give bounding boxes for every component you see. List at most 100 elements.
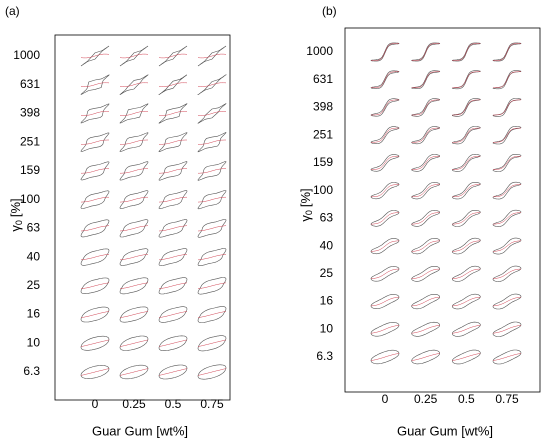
lissajous-loop <box>80 248 110 266</box>
elastic-stress-line <box>411 127 440 143</box>
elastic-stress-line <box>158 254 188 261</box>
elastic-stress-line <box>370 184 400 198</box>
panel-label: (b) <box>322 4 337 18</box>
elastic-stress-line <box>370 268 400 279</box>
lissajous-loop <box>492 209 522 227</box>
elastic-stress-line <box>119 254 149 261</box>
y-tick-label: 40 <box>320 238 334 252</box>
elastic-stress-line <box>452 212 481 225</box>
elastic-stress-line <box>452 325 481 334</box>
lissajous-loop <box>197 103 227 124</box>
elastic-stress-line <box>371 99 399 116</box>
lissajous-loop <box>158 132 188 152</box>
lissajous-loop <box>492 321 522 337</box>
elastic-stress-line <box>371 43 399 61</box>
elastic-stress-line <box>371 71 399 89</box>
elastic-stress-line <box>120 139 148 145</box>
elastic-stress-line <box>158 282 188 290</box>
elastic-stress-line <box>119 282 149 290</box>
lissajous-loop <box>158 74 188 95</box>
elastic-stress-line <box>492 296 522 307</box>
y-tick-label: 25 <box>320 266 334 280</box>
elastic-stress-line <box>197 311 227 318</box>
lissajous-loop <box>80 219 110 238</box>
elastic-stress-line <box>452 240 481 252</box>
elastic-stress-line <box>119 368 149 376</box>
y-tick-label: 10 <box>27 335 41 349</box>
lissajous-loop <box>119 132 149 152</box>
lissajous-loop <box>119 219 149 238</box>
lissajous-loop <box>158 190 188 209</box>
lissajous-loop <box>197 364 227 380</box>
elastic-stress-line <box>158 311 188 318</box>
lissajous-loop <box>119 335 149 351</box>
lissajous-loop <box>80 306 110 323</box>
y-tick-label: 100 <box>20 192 40 206</box>
y-subscript: 0 <box>14 220 24 225</box>
elastic-stress-line <box>411 268 440 279</box>
x-tick-label: 0.25 <box>122 397 146 411</box>
lissajous-loop <box>411 238 441 255</box>
elastic-stress-line <box>158 225 188 232</box>
y-unit: [%] <box>298 188 313 207</box>
lissajous-loop <box>197 248 227 266</box>
lissajous-loop <box>119 74 149 95</box>
x-tick-label: 0.5 <box>458 392 475 406</box>
lissajous-loop <box>119 277 149 295</box>
elastic-stress-line <box>371 127 400 143</box>
elastic-stress-line <box>80 225 110 232</box>
lissajous-loop <box>492 154 522 172</box>
y-tick-label: 16 <box>320 294 334 308</box>
elastic-stress-line <box>119 225 149 232</box>
x-axis-label: Guar Gum [wt%] <box>92 423 188 438</box>
x-tick-label: 0 <box>92 397 99 411</box>
panel-frame <box>54 34 231 401</box>
y-tick-label: 251 <box>313 127 333 141</box>
elastic-stress-line <box>159 139 187 145</box>
elastic-stress-line <box>120 168 148 174</box>
elastic-stress-line <box>371 212 400 225</box>
lissajous-loop <box>492 237 522 255</box>
elastic-stress-line <box>80 339 110 347</box>
elastic-stress-line <box>452 268 481 279</box>
lissajous-loop <box>158 161 188 181</box>
elastic-stress-line <box>492 353 522 361</box>
elastic-stress-line <box>411 325 440 334</box>
elastic-stress-line <box>80 111 110 116</box>
x-tick-label: 0.25 <box>414 392 438 406</box>
lissajous-loop <box>451 210 481 227</box>
lissajous-loop <box>119 190 149 209</box>
elastic-stress-line <box>80 368 110 376</box>
lissajous-loop <box>451 154 481 172</box>
y-tick-label: 159 <box>313 155 333 169</box>
elastic-stress-line <box>119 53 149 59</box>
lissajous-loop <box>451 265 481 282</box>
lissajous-loop <box>158 364 188 380</box>
elastic-stress-line <box>493 212 522 225</box>
lissajous-loop <box>451 349 481 365</box>
elastic-stress-line <box>80 282 110 290</box>
lissajous-loop <box>492 349 522 365</box>
lissajous-loop <box>492 181 522 200</box>
lissajous-loop <box>197 190 227 210</box>
y-tick-label: 398 <box>20 106 40 120</box>
elastic-stress-line <box>493 43 521 61</box>
elastic-stress-line <box>370 240 400 252</box>
elastic-stress-line <box>452 155 481 170</box>
lissajous-loop <box>197 45 227 67</box>
lissajous-loop <box>492 293 522 310</box>
lissajous-loop <box>411 349 441 365</box>
elastic-stress-line <box>452 296 481 307</box>
elastic-stress-line <box>370 325 400 334</box>
elastic-stress-line <box>81 139 109 145</box>
elastic-stress-line <box>493 155 522 170</box>
elastic-stress-line <box>197 111 227 116</box>
lissajous-loop <box>197 219 227 238</box>
lissajous-loop <box>80 74 110 95</box>
elastic-stress-line <box>492 268 522 279</box>
lissajous-loop <box>411 294 441 310</box>
elastic-stress-line <box>492 184 522 198</box>
elastic-stress-line <box>370 296 400 307</box>
elastic-stress-line <box>371 155 400 170</box>
elastic-stress-line <box>80 82 110 87</box>
